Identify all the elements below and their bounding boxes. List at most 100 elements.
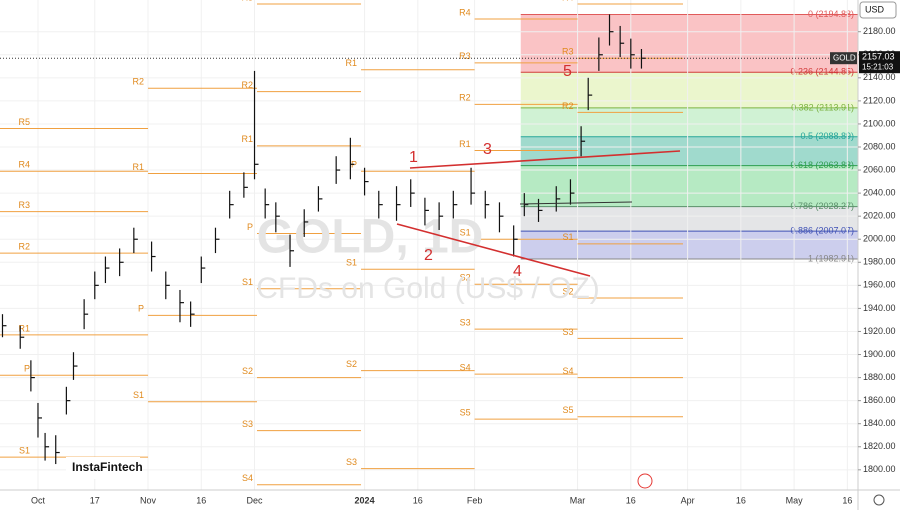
- pivot-label: R2: [459, 93, 471, 103]
- x-tick-label: Oct: [31, 495, 46, 505]
- wave-label: 3: [483, 141, 492, 158]
- pivot-label: S1: [460, 228, 471, 238]
- fib-zone: [520, 206, 858, 232]
- pivot-label: S1: [563, 232, 574, 242]
- pivot-label: S1: [133, 390, 144, 400]
- pivot-label: R3: [562, 47, 574, 57]
- bars-layer: [0, 14, 858, 465]
- countdown: 15:21:03: [862, 62, 894, 71]
- pivot-label: S2: [563, 286, 574, 296]
- watermark-subtitle: CFDs on Gold (US$ / OZ): [256, 272, 599, 305]
- fib-zone: [520, 231, 858, 259]
- pivot-label: R2: [18, 241, 30, 251]
- pivot-label: R2: [133, 77, 145, 87]
- x-tick-label: Nov: [140, 495, 157, 505]
- y-tick-label: 2100.00: [863, 118, 896, 128]
- y-tick-label: 1800.00: [863, 464, 896, 474]
- fib-label: 0.5 (2088.89): [800, 131, 854, 141]
- pivot-label: S2: [460, 273, 471, 283]
- event-icon[interactable]: [637, 473, 653, 489]
- symbol-tag-label: GOLD: [833, 53, 856, 62]
- pivot-label: R1: [459, 139, 471, 149]
- pivot-layer: R5R4R3R2R1PS1R2R1PS1R3R2R1PS1S2S3S4R1PS1…: [0, 0, 683, 486]
- y-tick-label: 1900.00: [863, 349, 896, 359]
- currency[interactable]: USD: [865, 4, 885, 14]
- x-tick-label: Apr: [681, 495, 695, 505]
- brand: InstaFintech: [72, 460, 143, 474]
- x-tick-label: May: [786, 495, 804, 505]
- pivot-label: R1: [18, 323, 30, 333]
- fib-label: 0.886 (2007.07): [790, 225, 854, 235]
- settings-icon[interactable]: [873, 494, 885, 506]
- y-tick-label: 2180.00: [863, 26, 896, 36]
- pivot-label: S3: [563, 327, 574, 337]
- x-tick-label: 16: [736, 495, 746, 505]
- pivot-label: R3: [459, 51, 471, 61]
- pivot-label: S4: [563, 366, 574, 376]
- x-tick-label: 16: [413, 495, 423, 505]
- y-tick-label: 2060.00: [863, 164, 896, 174]
- y-tick-label: 2120.00: [863, 95, 896, 105]
- pivot-label: S5: [460, 407, 471, 417]
- fib-label: 0.786 (2028.27): [790, 201, 854, 211]
- y-tick-label: 2080.00: [863, 141, 896, 151]
- fib-zone: [520, 107, 858, 137]
- pivot-label: S1: [242, 277, 253, 287]
- pivot-label: R1: [241, 134, 253, 144]
- x-tick-label: 16: [842, 495, 852, 505]
- pivot-label: S5: [563, 405, 574, 415]
- watermark: GOLD, 1D: [257, 211, 484, 264]
- fib-label: 0.236 (2144.85): [790, 67, 854, 77]
- fib-label: 0 (2194.88): [808, 9, 854, 19]
- y-tick-label: 2020.00: [863, 211, 896, 221]
- trend-line: [396, 223, 591, 277]
- wave-label: 4: [513, 263, 522, 280]
- y-tick-label: 2140.00: [863, 72, 896, 82]
- trend-lines: [396, 150, 681, 277]
- wave-labels: 1 2 3 4 5: [409, 63, 572, 280]
- fib-zone: [520, 165, 858, 207]
- y-tick-label: 1860.00: [863, 395, 896, 405]
- fib-zone: [520, 136, 858, 166]
- pivot-label: S4: [460, 363, 471, 373]
- y-tick-label: 2040.00: [863, 187, 896, 197]
- pivot-label: R2: [562, 101, 574, 111]
- pivot-label: P: [24, 364, 30, 374]
- x-tick-label: 16: [196, 495, 206, 505]
- y-tick-label: 1920.00: [863, 326, 896, 336]
- pivot-label: R1: [346, 58, 358, 68]
- currency-button[interactable]: [859, 1, 897, 19]
- pivot-label: P: [138, 304, 144, 314]
- pivot-label: S1: [19, 446, 30, 456]
- y-tick-label: 1880.00: [863, 372, 896, 382]
- x-tick-label: Mar: [570, 495, 586, 505]
- trend-line: [409, 150, 681, 169]
- x-tick-label: 2024: [355, 495, 375, 505]
- pivot-label: S3: [346, 457, 357, 467]
- axis-layer: 1800.00 1820.00 1840.00 1860.00 1880.00 1900.…: [31, 26, 900, 505]
- wave-label: 5: [563, 63, 572, 80]
- fib-layer: 0 (2194.88) 0.236 (2144.85) 0.382 (2113.91…: [520, 9, 858, 263]
- y-tick-label: 1820.00: [863, 441, 896, 451]
- y-tick-label: 1940.00: [863, 303, 896, 313]
- pivot-label: R4: [562, 0, 574, 2]
- x-tick-label: 16: [626, 495, 636, 505]
- pivot-label: R5: [18, 117, 30, 127]
- pivot-label: S2: [242, 366, 253, 376]
- grid-layer: [0, 0, 858, 490]
- fib-label: 0.382 (2113.91): [791, 102, 854, 112]
- pivot-label: R1: [133, 162, 145, 172]
- pivot-label: S3: [242, 419, 253, 429]
- pivot-label: R3: [241, 0, 253, 2]
- wave-label: 1: [409, 149, 418, 166]
- pivot-label: R4: [459, 7, 471, 17]
- pivot-label: S2: [346, 359, 357, 369]
- price-tag-label: 2157.03: [862, 52, 895, 62]
- pivot-label: S4: [242, 473, 253, 483]
- pivot-label: S1: [346, 258, 357, 268]
- y-tick-label: 1960.00: [863, 280, 896, 290]
- symbol-tag: [830, 52, 857, 65]
- brand-box: [66, 457, 140, 479]
- pivot-label: R4: [18, 160, 30, 170]
- trend-line: [519, 201, 633, 205]
